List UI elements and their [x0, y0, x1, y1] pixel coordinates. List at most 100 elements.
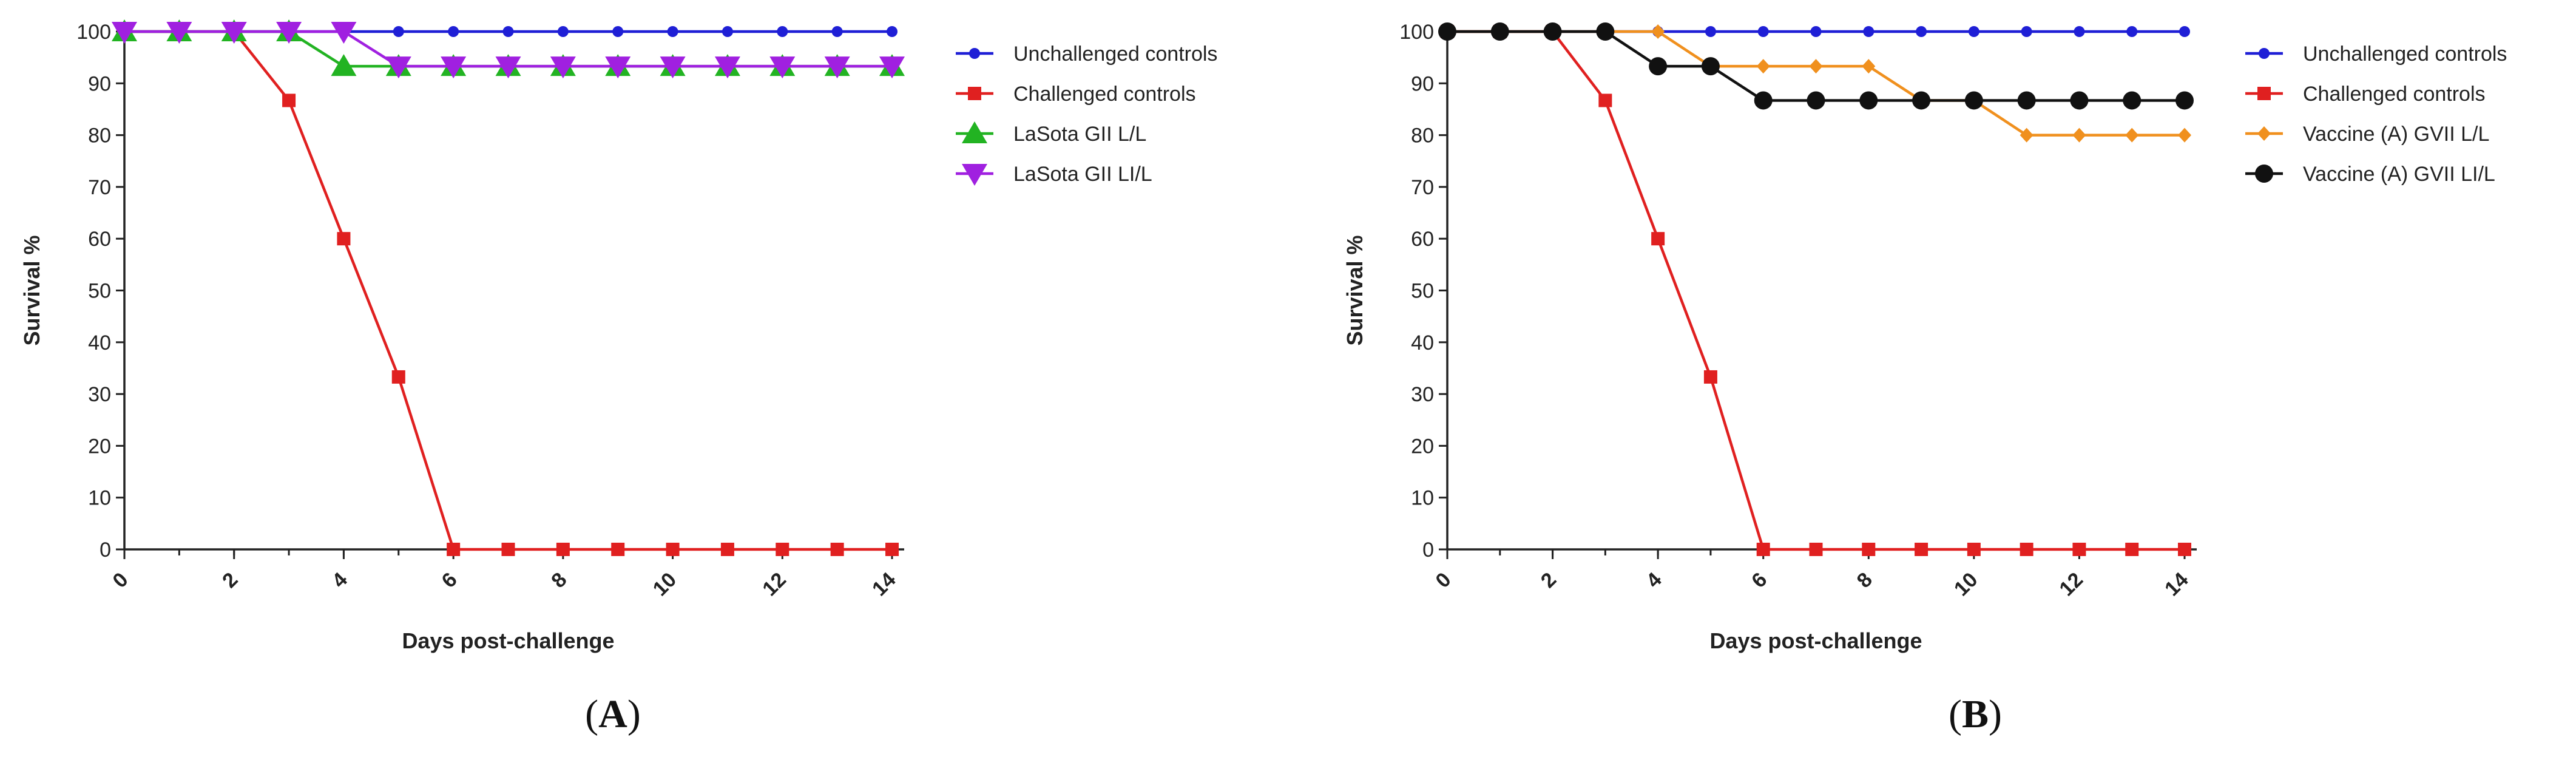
- data-point: [660, 56, 686, 79]
- data-point: [337, 232, 351, 246]
- data-point: [776, 543, 789, 556]
- data-point: [2125, 127, 2139, 143]
- data-point: [1916, 26, 1927, 37]
- data-point: [1862, 59, 1876, 74]
- data-point: [447, 543, 461, 556]
- data-point: [391, 370, 405, 384]
- y-tick-label: 60: [1411, 228, 1434, 251]
- data-point: [1915, 543, 1929, 556]
- x-tick-label: 2: [218, 568, 242, 592]
- data-point: [385, 56, 411, 79]
- x-tick-label: 14: [868, 568, 901, 601]
- series-line: [124, 30, 892, 551]
- data-point: [166, 22, 192, 44]
- panel-label: (A): [585, 692, 641, 736]
- x-tick-label: 10: [649, 568, 681, 601]
- y-tick-label: 90: [88, 72, 111, 95]
- data-point: [2178, 543, 2191, 556]
- x-tick-label: 14: [2160, 568, 2193, 601]
- data-point: [557, 26, 569, 37]
- series-vaccine-a-gvii-li-l: [1438, 22, 2194, 110]
- y-tick-label: 70: [1411, 176, 1434, 199]
- legend-label: Challenged controls: [1013, 83, 1196, 106]
- panel-label: (B): [1949, 692, 2002, 736]
- legend-label: Challenged controls: [2303, 83, 2486, 106]
- data-point: [1705, 26, 1716, 37]
- data-point: [885, 543, 899, 556]
- data-point: [1651, 24, 1665, 39]
- legend-label: LaSota GII L/L: [1013, 123, 1146, 146]
- series-line: [1447, 30, 2185, 137]
- y-tick-label: 80: [1411, 124, 1434, 148]
- x-tick-label: 6: [438, 568, 462, 592]
- y-tick-label: 40: [1411, 331, 1434, 355]
- data-point: [276, 22, 302, 44]
- data-point: [2020, 543, 2033, 556]
- data-point: [714, 56, 740, 79]
- data-point: [1754, 91, 1773, 110]
- data-point: [1859, 91, 1878, 110]
- series-vaccine-a-gvii-l-l: [1441, 24, 2191, 143]
- data-point: [666, 543, 680, 556]
- x-tick-label: 8: [1853, 568, 1877, 592]
- data-point: [2021, 26, 2032, 37]
- x-tick-label: 8: [547, 568, 571, 592]
- data-point: [112, 22, 137, 44]
- data-point: [2126, 26, 2138, 37]
- y-tick-label: 50: [88, 280, 111, 303]
- data-point: [1809, 543, 1823, 556]
- x-tick-label: 4: [1642, 568, 1666, 592]
- y-tick-label: 10: [88, 487, 111, 510]
- data-point: [1863, 26, 1875, 37]
- data-point: [1703, 370, 1717, 384]
- data-point: [1649, 57, 1668, 76]
- data-point: [556, 543, 570, 556]
- x-tick-label: 0: [108, 568, 132, 592]
- panel-letter: B: [1962, 692, 1989, 736]
- data-point: [282, 93, 296, 107]
- data-point: [2020, 127, 2033, 143]
- x-tick-label: 10: [1950, 568, 1983, 601]
- data-point: [331, 22, 357, 44]
- data-point: [667, 26, 678, 37]
- data-point: [393, 26, 404, 37]
- data-point: [1757, 26, 1769, 37]
- legend-label: Vaccine (A) GVII L/L: [2303, 123, 2489, 146]
- legend-marker: [2259, 48, 2270, 59]
- y-tick-label: 100: [1399, 21, 1434, 44]
- y-tick-label: 80: [88, 124, 111, 148]
- data-point: [550, 56, 576, 79]
- x-tick-label: 12: [758, 568, 791, 601]
- data-point: [831, 26, 843, 37]
- x-axis-title: Days post-challenge: [402, 628, 614, 653]
- legend-marker: [969, 48, 980, 59]
- data-point: [1967, 543, 1981, 556]
- data-point: [2017, 91, 2036, 110]
- data-point: [2072, 127, 2086, 143]
- data-point: [722, 26, 733, 37]
- data-point: [1701, 57, 1720, 76]
- legend-marker: [2257, 87, 2271, 100]
- data-point: [1438, 22, 1456, 41]
- legend-marker: [962, 164, 987, 186]
- x-axis-title: Days post-challenge: [1709, 628, 1922, 653]
- legend-marker: [2255, 165, 2273, 183]
- series-challenged-controls: [118, 25, 899, 556]
- data-point: [2072, 543, 2086, 556]
- y-tick-label: 20: [88, 435, 111, 458]
- y-tick-label: 50: [1411, 280, 1434, 303]
- y-tick-label: 30: [88, 383, 111, 406]
- data-point: [887, 26, 898, 37]
- data-point: [1490, 22, 1509, 41]
- x-tick-label: 6: [1747, 568, 1771, 592]
- data-point: [1964, 91, 1983, 110]
- data-point: [502, 26, 514, 37]
- y-tick-label: 0: [1422, 538, 1434, 562]
- x-tick-label: 4: [328, 568, 352, 592]
- legend-label: Unchallenged controls: [1013, 42, 1217, 66]
- x-tick-label: 0: [1431, 568, 1455, 592]
- y-tick-label: 100: [76, 21, 111, 44]
- y-tick-label: 90: [1411, 72, 1434, 95]
- data-point: [1756, 59, 1770, 74]
- data-point: [1810, 26, 1822, 37]
